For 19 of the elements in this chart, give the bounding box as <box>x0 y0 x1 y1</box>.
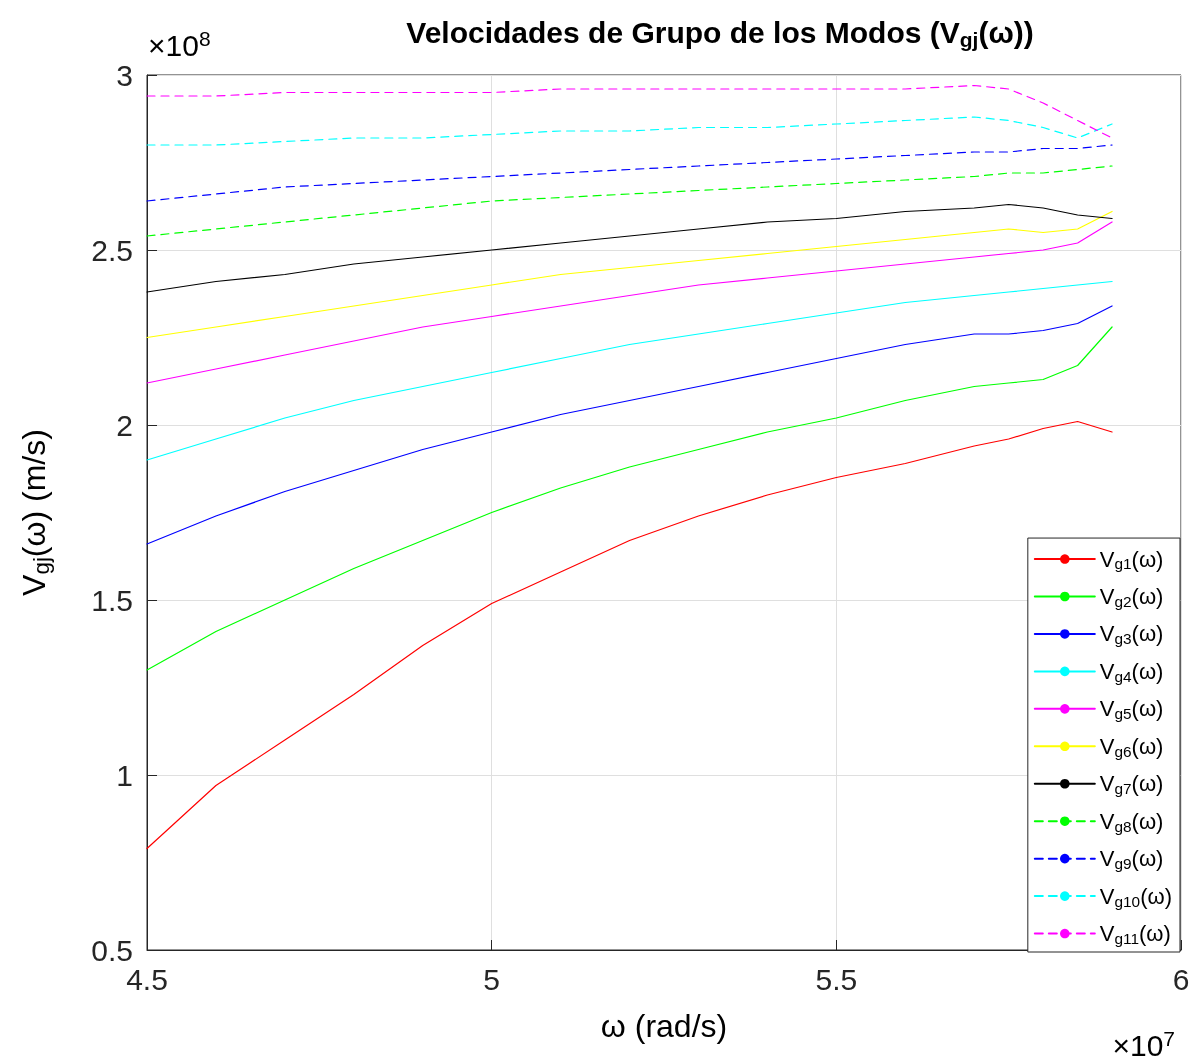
line-series <box>146 210 1113 339</box>
line-series <box>146 144 1113 202</box>
line-series <box>146 280 1113 461</box>
y-tick-label: 1 <box>116 758 133 792</box>
x-tick-label: 6 <box>1172 962 1190 996</box>
line-series <box>146 203 1113 293</box>
line-series <box>146 165 1113 237</box>
line-series <box>146 221 1113 384</box>
x-axis-title: ω (rad/s) <box>600 1008 728 1044</box>
y-tick-label: 2.5 <box>91 233 133 267</box>
y-tick-label: 1.5 <box>91 583 133 617</box>
line-series <box>146 305 1113 545</box>
x-tick-label: 5.5 <box>815 962 858 996</box>
x-tick-label: 5 <box>483 962 501 996</box>
y-axis-title: Vgj(ω) (m/s) <box>15 429 54 596</box>
line-series <box>146 84 1113 139</box>
y-tick-label: 3 <box>116 58 133 92</box>
line-series <box>146 116 1113 146</box>
y-tick-label: 2 <box>116 408 133 442</box>
